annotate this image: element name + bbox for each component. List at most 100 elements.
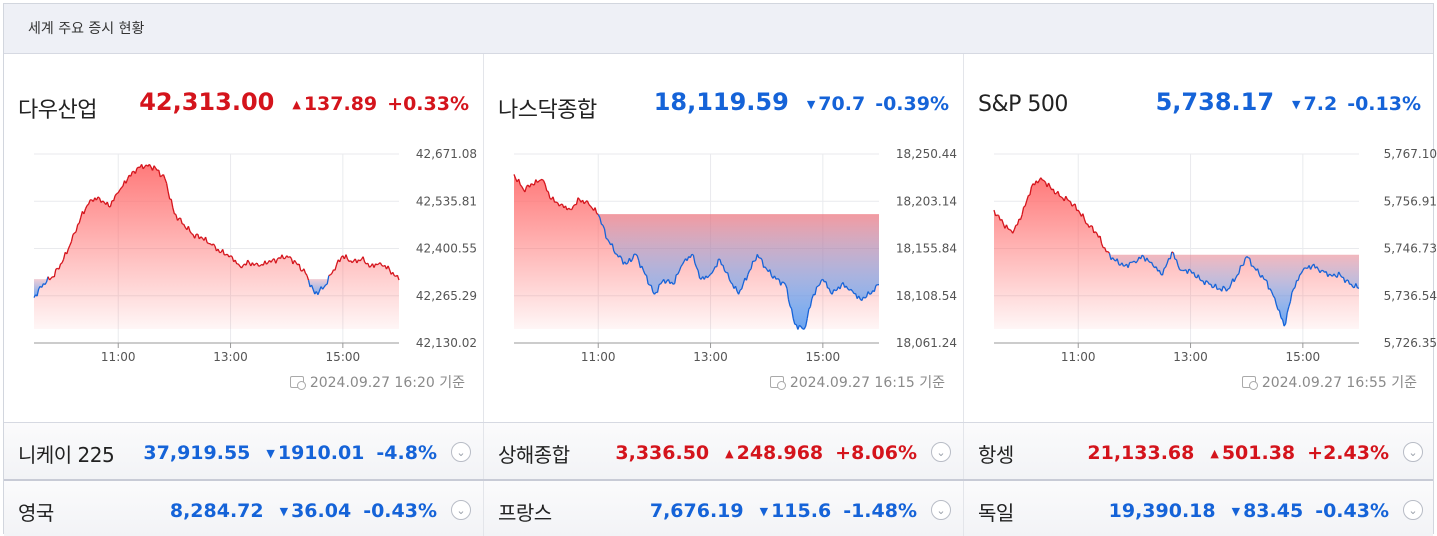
index-name: 상해종합 xyxy=(498,439,570,468)
x-tick-label: 13:00 xyxy=(1173,350,1208,364)
index-value: 37,919.55 xyxy=(143,442,250,464)
index-percent: -0.43% xyxy=(1315,500,1389,522)
price-line-segment xyxy=(778,279,780,280)
intraday-chart: 42,671.0842,535.8142,400.5542,265.2942,1… xyxy=(4,144,476,369)
index-name: 니케이 225 xyxy=(18,439,114,468)
index-value: 5,738.17 xyxy=(1156,88,1274,116)
clock-calendar-icon xyxy=(770,376,784,388)
index-change: ▼7.2 xyxy=(1292,93,1337,115)
price-line-segment xyxy=(1008,229,1010,230)
price-line-segment xyxy=(1212,287,1214,288)
timestamp: 2024.09.27 16:15 기준 xyxy=(770,372,945,392)
price-line-segment xyxy=(231,256,233,257)
price-line-segment xyxy=(1242,265,1244,266)
widget-title: 세계 주요 증시 현황 xyxy=(28,18,144,38)
price-line-segment xyxy=(676,274,678,275)
chevron-down-icon[interactable]: ⌄ xyxy=(451,500,471,520)
chevron-down-icon[interactable]: ⌄ xyxy=(451,442,471,462)
y-tick-label: 18,155.84 xyxy=(896,242,957,256)
index-percent: -0.39% xyxy=(875,93,949,115)
change-arrow-icon: ▲ xyxy=(1210,447,1218,460)
x-tick-label: 15:00 xyxy=(1286,350,1321,364)
index-percent: -0.13% xyxy=(1347,93,1421,115)
change-arrow-icon: ▼ xyxy=(760,505,768,518)
index-name: 독일 xyxy=(978,497,1014,526)
index-quote: 42,313.00 ▲137.89 +0.33% xyxy=(139,88,469,116)
price-line-segment xyxy=(547,191,549,192)
price-line-segment xyxy=(1248,258,1250,259)
area-up xyxy=(34,164,399,329)
index-name: 나스닥종합 xyxy=(498,92,597,124)
price-line-segment xyxy=(1228,288,1230,289)
price-line-segment xyxy=(329,275,331,276)
price-line-segment xyxy=(98,197,100,198)
index-percent: +2.43% xyxy=(1307,442,1389,464)
chevron-down-icon[interactable]: ⌄ xyxy=(931,442,951,462)
price-line-segment xyxy=(996,215,998,216)
chevron-down-icon[interactable]: ⌄ xyxy=(931,500,951,520)
index-cell-hangseng[interactable]: 항셍 21,133.68 ▲501.38 +2.43% ⌄ xyxy=(963,423,1435,479)
index-change: ▲501.38 xyxy=(1210,442,1295,464)
chevron-down-icon[interactable]: ⌄ xyxy=(1403,500,1423,520)
index-quote: 8,284.72 ▼36.04 -0.43% xyxy=(170,500,437,522)
area-up xyxy=(994,178,1359,329)
index-change: ▼36.04 xyxy=(280,500,352,522)
price-line-segment xyxy=(1200,280,1202,281)
index-quote: 37,919.55 ▼1910.01 -4.8% xyxy=(143,442,437,464)
index-change: ▼83.45 xyxy=(1232,500,1304,522)
index-cell-germany[interactable]: 독일 19,390.18 ▼83.45 -0.43% ⌄ xyxy=(963,481,1435,536)
change-arrow-icon: ▼ xyxy=(1292,98,1300,111)
index-change: ▼70.7 xyxy=(807,93,865,115)
price-line-segment xyxy=(326,284,328,285)
index-change: ▲137.89 xyxy=(292,93,377,115)
index-row: 니케이 225 37,919.55 ▼1910.01 -4.8% ⌄ 상해종합 … xyxy=(4,422,1433,479)
index-quote: 5,738.17 ▼7.2 -0.13% xyxy=(1156,88,1421,116)
price-line-segment xyxy=(1329,274,1331,275)
change-arrow-icon: ▲ xyxy=(725,447,733,460)
timestamp: 2024.09.27 16:20 기준 xyxy=(290,372,465,392)
price-line-segment xyxy=(835,290,837,291)
x-tick-label: 13:00 xyxy=(693,350,728,364)
price-line-segment xyxy=(659,284,661,285)
change-arrow-icon: ▼ xyxy=(280,505,288,518)
widget-header: 세계 주요 증시 현황 xyxy=(4,4,1433,54)
y-tick-label: 42,535.81 xyxy=(416,194,477,208)
index-value: 3,336.50 xyxy=(615,442,709,464)
price-line-segment xyxy=(207,243,209,244)
price-line-segment xyxy=(834,290,836,291)
y-tick-label: 5,726.35 xyxy=(1384,336,1437,350)
change-arrow-icon: ▼ xyxy=(1232,505,1240,518)
price-line-segment xyxy=(1060,196,1062,197)
y-tick-label: 5,746.73 xyxy=(1384,242,1437,256)
price-line-segment xyxy=(754,260,756,261)
price-line-segment xyxy=(1028,195,1030,196)
x-tick-label: 13:00 xyxy=(213,350,248,364)
price-line-segment xyxy=(174,214,176,215)
index-quote: 7,676.19 ▼115.6 -1.48% xyxy=(650,500,917,522)
index-cell-nikkei[interactable]: 니케이 225 37,919.55 ▼1910.01 -4.8% ⌄ xyxy=(4,423,483,479)
index-percent: +0.33% xyxy=(387,93,469,115)
price-line-segment xyxy=(1069,201,1071,202)
intraday-chart: 5,767.105,756.915,746.735,736.545,726.35… xyxy=(964,144,1436,369)
index-value: 42,313.00 xyxy=(139,88,274,116)
index-cell-uk[interactable]: 영국 8,284.72 ▼36.04 -0.43% ⌄ xyxy=(4,481,483,536)
y-tick-label: 5,736.54 xyxy=(1384,289,1437,303)
y-tick-label: 42,400.55 xyxy=(416,242,477,256)
price-line-segment xyxy=(782,282,784,283)
index-cell-france[interactable]: 프랑스 7,676.19 ▼115.6 -1.48% ⌄ xyxy=(483,481,963,536)
index-percent: -0.43% xyxy=(363,500,437,522)
y-tick-label: 18,108.54 xyxy=(896,289,957,303)
chevron-down-icon[interactable]: ⌄ xyxy=(1403,442,1423,462)
index-cell-shanghai[interactable]: 상해종합 3,336.50 ▲248.968 +8.06% ⌄ xyxy=(483,423,963,479)
index-quote: 19,390.18 ▼83.45 -0.43% xyxy=(1109,500,1389,522)
index-quote: 21,133.68 ▲501.38 +2.43% xyxy=(1087,442,1389,464)
price-line-segment xyxy=(1131,262,1133,263)
index-percent: +8.06% xyxy=(835,442,917,464)
price-line-segment xyxy=(1278,310,1280,311)
price-line-segment xyxy=(648,284,650,285)
price-line-segment xyxy=(1010,230,1012,231)
price-line-segment xyxy=(117,193,119,194)
